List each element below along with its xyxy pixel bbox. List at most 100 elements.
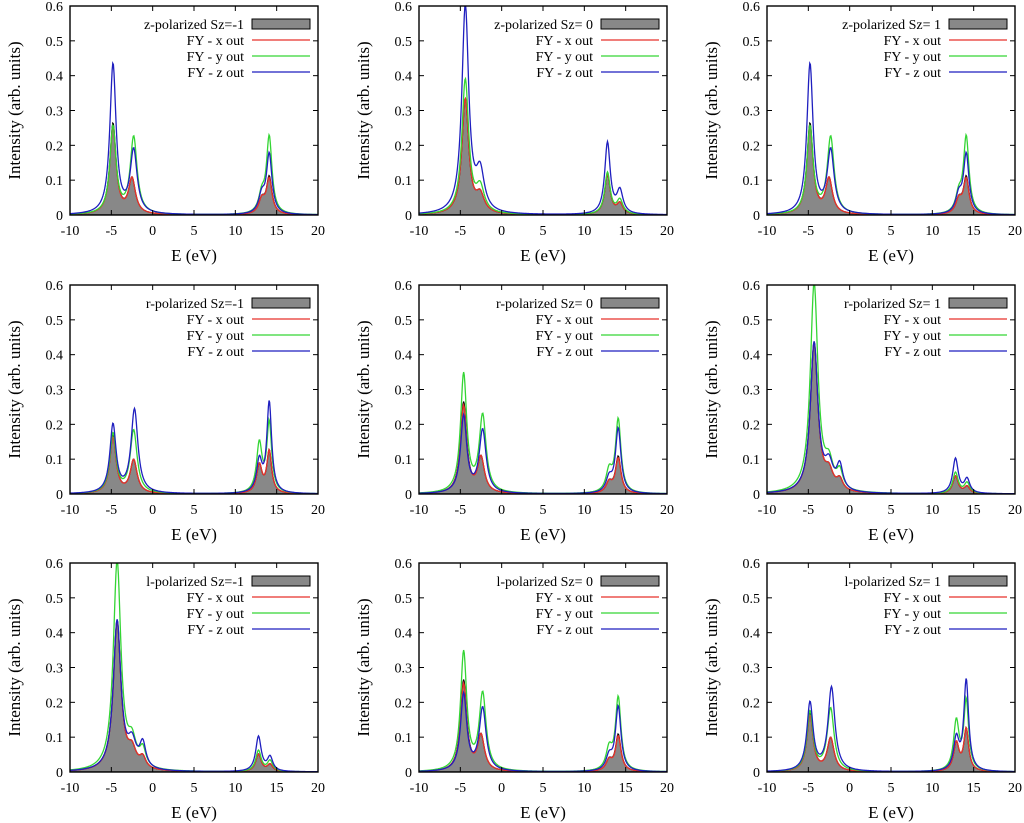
y-tick-label: 0.3 (743, 105, 761, 120)
x-tick-label: -5 (802, 224, 814, 239)
x-tick-label: 10 (228, 503, 242, 518)
x-tick-label: 15 (967, 503, 981, 518)
panel-3: -10 -5 0 5 10 15 20 0 0.1 0.2 0.3 0.4 0.5 0.6 E (eV) In… (702, 0, 1022, 265)
legend-label: l-polarized Sz= 0 (496, 575, 593, 590)
x-tick-label: 0 (498, 224, 505, 239)
x-tick-label: 5 (888, 503, 895, 518)
plot-area (70, 60, 318, 215)
x-tick-label: 10 (577, 224, 591, 239)
legend-swatch-filled (251, 297, 311, 309)
legend-label: l-polarized Sz=-1 (146, 575, 244, 590)
x-tick-label: 15 (270, 224, 284, 239)
x-tick-label: 15 (619, 503, 633, 518)
panel-5: -10 -5 0 5 10 15 20 0 0.1 0.2 0.3 0.4 0.5 0.6 E (eV) In… (354, 279, 674, 544)
x-axis-label: E (eV) (868, 803, 914, 822)
y-tick-label: 0 (405, 766, 412, 781)
legend-label: FY - z out (536, 66, 593, 81)
legend-label: z-polarized Sz= 0 (494, 18, 593, 33)
x-tick-label: 15 (967, 224, 981, 239)
panel-2: -10 -5 0 5 10 15 20 0 0.1 0.2 0.3 0.4 0.5 0.6 E (eV) In… (354, 0, 674, 265)
plot-area (419, 371, 667, 494)
x-tick-label: 5 (191, 503, 198, 518)
y-tick-label: 0.1 (395, 731, 413, 746)
legend-label: FY - x out (884, 313, 942, 328)
y-tick-label: 0.5 (395, 314, 413, 329)
y-tick-label: 0.3 (395, 662, 413, 677)
y-tick-label: 0.2 (395, 139, 413, 154)
y-axis-label: Intensity (arb. units) (702, 598, 721, 736)
y-axis-label: Intensity (arb. units) (354, 598, 373, 736)
x-tick-label: 0 (149, 503, 156, 518)
plot-area (767, 60, 1015, 215)
x-tick-label: 20 (1008, 503, 1022, 518)
legend-label: FY - x out (536, 34, 594, 49)
x-tick-label: -10 (61, 224, 80, 239)
y-tick-label: 0.4 (395, 627, 413, 642)
x-tick-label: 5 (540, 224, 547, 239)
y-tick-label: 0 (753, 766, 760, 781)
x-axis-label: E (eV) (520, 803, 566, 822)
legend-label: FY - x out (536, 313, 594, 328)
series-filled-area (419, 96, 667, 215)
panel-8: -10 -5 0 5 10 15 20 0 0.1 0.2 0.3 0.4 0.5 0.6 E (eV) In… (354, 557, 674, 822)
legend-label: z-polarized Sz=-1 (144, 18, 244, 33)
y-tick-label: 0.1 (743, 174, 761, 189)
panel-4: -10 -5 0 5 10 15 20 0 0.1 0.2 0.3 0.4 0.5 0.6 E (eV) In… (5, 279, 325, 544)
legend-label: FY - z out (187, 623, 244, 638)
x-tick-label: -10 (410, 224, 429, 239)
x-tick-label: -10 (758, 503, 777, 518)
x-tick-label: 0 (498, 503, 505, 518)
x-tick-label: 20 (311, 224, 325, 239)
y-tick-label: 0 (753, 209, 760, 224)
y-tick-label: 0.6 (46, 279, 64, 294)
x-tick-label: -10 (410, 781, 429, 796)
panel-7: -10 -5 0 5 10 15 20 0 0.1 0.2 0.3 0.4 0.5 0.6 E (eV) In… (5, 557, 325, 822)
legend-label: FY - y out (536, 329, 594, 344)
legend-label: r-polarized Sz=-1 (146, 297, 244, 312)
y-tick-label: 0.6 (743, 0, 761, 15)
legend-label: FY - z out (187, 66, 244, 81)
x-tick-label: 0 (846, 781, 853, 796)
x-tick-label: 10 (577, 503, 591, 518)
y-tick-label: 0.2 (743, 418, 761, 433)
x-axis-label: E (eV) (868, 525, 914, 544)
y-tick-label: 0.2 (743, 696, 761, 711)
legend-swatch-filled (251, 18, 311, 30)
x-tick-label: 15 (619, 781, 633, 796)
legend-label: FY - y out (536, 50, 594, 65)
y-tick-label: 0.5 (46, 314, 64, 329)
x-tick-label: -5 (454, 224, 466, 239)
y-tick-label: 0.4 (46, 349, 64, 364)
x-tick-label: 5 (888, 224, 895, 239)
panel-9: -10 -5 0 5 10 15 20 0 0.1 0.2 0.3 0.4 0.5 0.6 E (eV) In… (702, 557, 1022, 822)
x-tick-label: 20 (1008, 781, 1022, 796)
legend-label: FY - x out (536, 591, 594, 606)
legend-label: FY - z out (884, 623, 941, 638)
y-axis-label: Intensity (arb. units) (354, 320, 373, 458)
y-tick-label: 0.1 (46, 731, 64, 746)
x-tick-label: 15 (619, 224, 633, 239)
panel-6: -10 -5 0 5 10 15 20 0 0.1 0.2 0.3 0.4 0.5 0.6 E (eV) In… (702, 279, 1022, 544)
y-tick-label: 0.5 (395, 35, 413, 50)
y-tick-label: 0.5 (395, 592, 413, 607)
y-tick-label: 0.5 (743, 314, 761, 329)
legend-swatch-filled (948, 18, 1008, 30)
x-tick-label: 0 (149, 224, 156, 239)
y-tick-label: 0 (405, 209, 412, 224)
x-tick-label: 10 (925, 781, 939, 796)
y-tick-label: 0.3 (743, 384, 761, 399)
y-tick-label: 0.4 (46, 70, 64, 85)
legend-swatch-filled (948, 575, 1008, 587)
x-tick-label: -5 (454, 503, 466, 518)
plot-area (419, 649, 667, 772)
x-tick-label: 20 (311, 781, 325, 796)
x-tick-label: 20 (660, 503, 674, 518)
y-tick-label: 0.6 (743, 557, 761, 572)
y-tick-label: 0.1 (743, 731, 761, 746)
x-tick-label: -10 (758, 224, 777, 239)
